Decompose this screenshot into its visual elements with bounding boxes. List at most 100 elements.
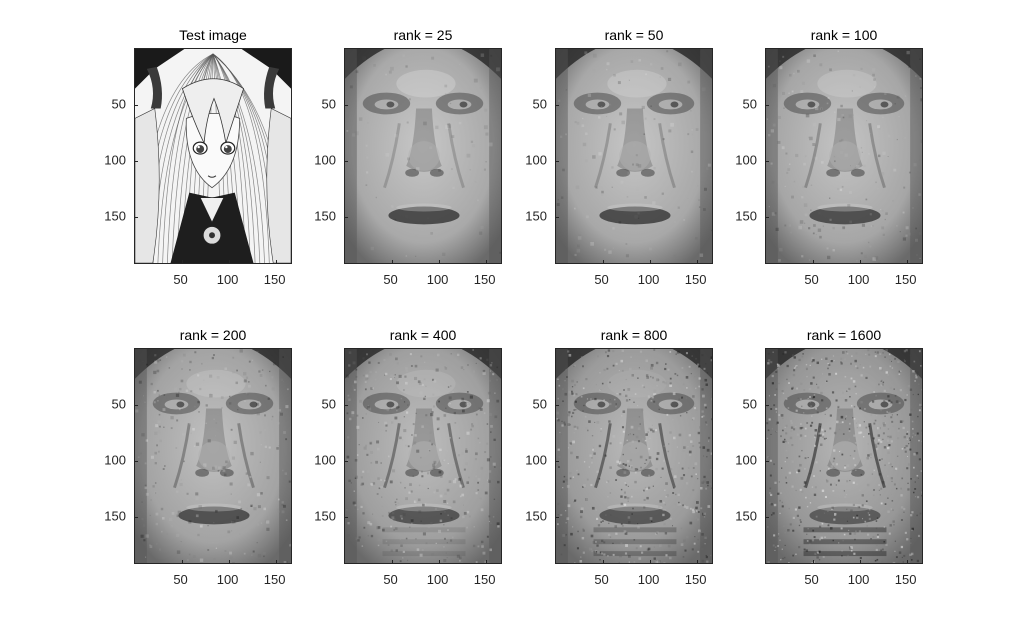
y-tick-mark <box>766 460 769 462</box>
y-tick-label: 100 <box>104 152 126 168</box>
x-tick-label: 100 <box>216 572 239 587</box>
x-tick-mark <box>275 260 277 263</box>
panel-rank-400: rank = 400 50 100 150 50 100 150 <box>314 327 502 587</box>
y-tick-mark <box>766 517 769 519</box>
x-tick-label: 100 <box>847 272 870 287</box>
x-tick-label: 150 <box>263 572 286 587</box>
x-tick-label: 150 <box>894 572 917 587</box>
x-tick-mark <box>649 560 651 563</box>
image-axes <box>134 348 292 564</box>
y-tick-label: 50 <box>742 396 757 412</box>
panel-test-image: Test image 50 100 150 50 100 150 <box>104 27 292 287</box>
x-tick-label: 50 <box>594 572 609 587</box>
x-tick-mark <box>181 560 183 563</box>
x-tick-mark <box>906 560 908 563</box>
y-tick-label: 50 <box>111 96 126 112</box>
x-tick-label: 50 <box>383 572 398 587</box>
y-tick-mark <box>345 217 348 219</box>
x-tick-label: 100 <box>847 572 870 587</box>
y-tick-mark <box>345 517 348 519</box>
y-tick-mark <box>135 460 138 462</box>
panel-rank-25: rank = 25 50 100 150 50 100 150 <box>314 27 502 287</box>
y-tick-label: 50 <box>321 396 336 412</box>
panel-title: rank = 800 <box>600 327 668 343</box>
panel-title: rank = 100 <box>810 27 878 43</box>
x-tick-label: 50 <box>173 572 188 587</box>
y-tick-label: 50 <box>532 96 547 112</box>
x-tick-label: 100 <box>637 272 660 287</box>
x-tick-label: 50 <box>804 272 819 287</box>
y-tick-mark <box>556 217 559 219</box>
x-tick-mark <box>275 560 277 563</box>
x-tick-mark <box>602 260 604 263</box>
x-tick-mark <box>602 560 604 563</box>
y-tick-mark <box>556 104 559 106</box>
x-tick-mark <box>859 560 861 563</box>
x-tick-label: 150 <box>684 272 707 287</box>
x-tick-mark <box>649 260 651 263</box>
panel-title: rank = 50 <box>604 27 664 43</box>
x-tick-mark <box>812 560 814 563</box>
y-tick-mark <box>345 160 348 162</box>
panel-title: rank = 1600 <box>806 327 882 343</box>
image-axes <box>344 48 502 264</box>
y-tick-label: 100 <box>735 452 757 468</box>
panel-rank-1600: rank = 1600 50 100 150 50 100 150 <box>735 327 923 587</box>
x-tick-mark <box>812 260 814 263</box>
y-tick-label: 150 <box>314 208 336 224</box>
panel-title: rank = 400 <box>389 327 457 343</box>
y-tick-mark <box>766 104 769 106</box>
x-tick-label: 50 <box>594 272 609 287</box>
y-tick-mark <box>345 404 348 406</box>
x-tick-mark <box>391 260 393 263</box>
eigenface-image <box>345 49 501 263</box>
panel-rank-800: rank = 800 50 100 150 50 100 150 <box>525 327 713 587</box>
x-tick-mark <box>859 260 861 263</box>
x-tick-label: 150 <box>263 272 286 287</box>
x-tick-mark <box>438 260 440 263</box>
image-axes <box>765 348 923 564</box>
panel-title: rank = 25 <box>393 27 453 43</box>
x-tick-label: 100 <box>637 572 660 587</box>
image-axes <box>555 348 713 564</box>
x-tick-label: 150 <box>684 572 707 587</box>
y-tick-mark <box>135 104 138 106</box>
y-tick-mark <box>766 217 769 219</box>
y-tick-label: 50 <box>111 396 126 412</box>
x-tick-mark <box>485 560 487 563</box>
y-tick-mark <box>135 404 138 406</box>
y-tick-mark <box>556 460 559 462</box>
y-tick-label: 150 <box>104 208 126 224</box>
eigenface-image <box>556 349 712 563</box>
y-tick-mark <box>556 404 559 406</box>
y-tick-label: 150 <box>525 508 547 524</box>
eigenface-image <box>766 349 922 563</box>
x-tick-label: 50 <box>173 272 188 287</box>
anime-girl-image <box>135 49 291 263</box>
y-tick-label: 150 <box>104 508 126 524</box>
y-tick-label: 100 <box>735 152 757 168</box>
image-axes <box>344 348 502 564</box>
x-tick-label: 100 <box>426 272 449 287</box>
y-tick-mark <box>556 517 559 519</box>
x-tick-mark <box>228 260 230 263</box>
y-tick-mark <box>766 404 769 406</box>
x-tick-label: 150 <box>473 272 496 287</box>
x-tick-mark <box>181 260 183 263</box>
image-axes <box>134 48 292 264</box>
x-tick-label: 100 <box>216 272 239 287</box>
x-tick-label: 150 <box>473 572 496 587</box>
y-tick-label: 150 <box>735 508 757 524</box>
y-tick-label: 100 <box>525 452 547 468</box>
eigenface-image <box>345 349 501 563</box>
panel-title: Test image <box>179 27 247 43</box>
y-tick-label: 50 <box>321 96 336 112</box>
panel-title: rank = 200 <box>179 327 247 343</box>
y-tick-mark <box>766 160 769 162</box>
y-tick-label: 100 <box>314 152 336 168</box>
x-tick-mark <box>438 560 440 563</box>
y-tick-mark <box>345 460 348 462</box>
y-tick-label: 50 <box>532 396 547 412</box>
image-axes <box>765 48 923 264</box>
